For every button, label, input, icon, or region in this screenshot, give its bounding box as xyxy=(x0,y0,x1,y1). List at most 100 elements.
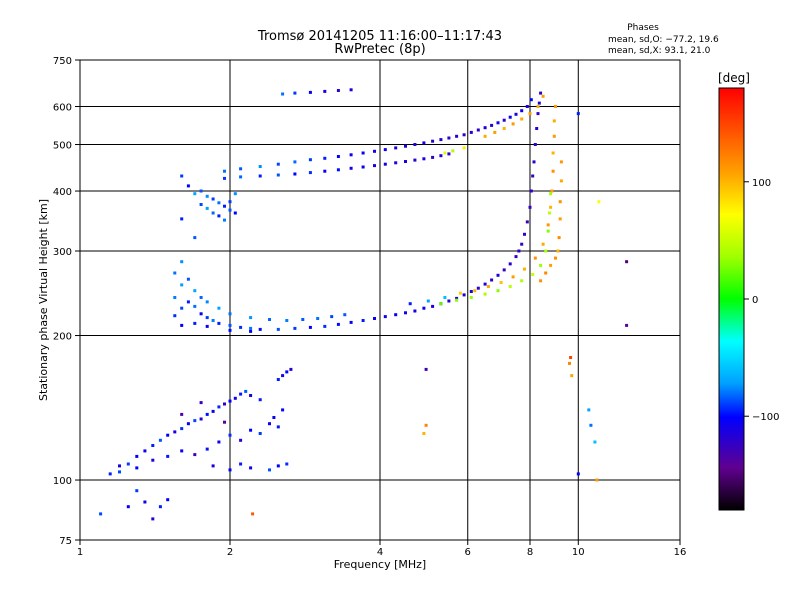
data-point xyxy=(276,162,280,166)
data-point xyxy=(559,160,563,164)
data-point xyxy=(323,324,327,328)
data-point xyxy=(258,174,262,178)
data-point xyxy=(199,189,203,193)
data-point xyxy=(281,408,285,412)
colorbar-label: [deg] xyxy=(718,71,750,85)
data-point xyxy=(249,329,253,333)
data-point xyxy=(469,130,473,134)
data-point xyxy=(502,118,506,122)
data-point xyxy=(422,157,426,161)
data-point xyxy=(223,420,226,424)
data-point xyxy=(228,323,232,327)
data-point xyxy=(205,300,209,304)
data-point xyxy=(439,154,443,158)
data-point xyxy=(336,322,340,326)
data-point xyxy=(143,449,147,453)
data-point xyxy=(496,289,500,293)
data-point xyxy=(293,160,297,164)
data-point xyxy=(223,169,226,173)
data-point xyxy=(361,319,365,322)
data-point xyxy=(394,161,398,165)
chart-title: Tromsø 20141205 11:16:00–11:17:43 xyxy=(257,29,502,44)
data-point xyxy=(476,286,480,290)
data-point xyxy=(539,263,543,267)
data-point xyxy=(597,200,601,204)
data-point xyxy=(424,423,428,427)
data-point xyxy=(514,255,518,259)
data-point xyxy=(532,160,536,164)
data-point xyxy=(529,98,533,102)
data-point xyxy=(285,462,289,466)
data-point xyxy=(536,105,540,108)
x-tick-labels: 1 2 4 6 8 10 16 xyxy=(77,547,687,558)
data-point xyxy=(199,401,203,405)
data-point xyxy=(180,174,184,178)
data-point xyxy=(143,500,147,504)
data-point xyxy=(447,299,451,303)
data-point xyxy=(323,169,327,173)
data-point xyxy=(285,370,289,374)
data-point xyxy=(336,155,340,158)
stats-heading: Phases xyxy=(627,23,659,33)
data-point xyxy=(533,256,537,260)
data-point xyxy=(336,168,340,172)
y-tick-label: 75 xyxy=(59,536,72,547)
data-point xyxy=(249,326,253,330)
colorbar-ticks: 100 0 −100 xyxy=(744,178,779,423)
data-point xyxy=(569,356,573,359)
data-point xyxy=(539,279,543,283)
data-point xyxy=(217,306,221,310)
data-point xyxy=(343,313,347,317)
data-point xyxy=(268,422,271,426)
y-tick-label: 750 xyxy=(53,56,72,67)
data-point xyxy=(228,208,232,212)
data-point xyxy=(276,464,280,468)
data-point xyxy=(336,89,340,92)
data-point xyxy=(193,289,197,293)
data-point xyxy=(469,290,473,293)
data-point xyxy=(293,172,297,176)
data-point xyxy=(186,300,190,304)
data-point xyxy=(301,318,305,321)
data-point xyxy=(413,309,417,313)
data-point xyxy=(447,136,451,140)
data-point xyxy=(217,321,221,325)
data-point xyxy=(316,317,320,320)
data-point xyxy=(514,112,518,116)
data-point xyxy=(520,242,524,246)
data-point xyxy=(99,512,103,516)
data-point xyxy=(525,220,529,224)
data-point xyxy=(223,402,226,406)
data-point xyxy=(173,314,177,318)
data-point xyxy=(529,189,533,193)
x-axis-label: Frequency [MHz] xyxy=(334,558,426,571)
data-point xyxy=(508,285,512,288)
data-point xyxy=(135,489,139,493)
data-point xyxy=(199,417,203,421)
data-point xyxy=(249,394,253,397)
data-point xyxy=(281,92,285,96)
data-point xyxy=(544,249,548,253)
data-point xyxy=(205,412,209,416)
data-point xyxy=(186,422,190,426)
data-point xyxy=(373,317,376,320)
colorbar-tick-label: 0 xyxy=(752,295,758,306)
data-points xyxy=(99,88,629,521)
data-point xyxy=(193,419,197,423)
data-point xyxy=(158,438,162,442)
data-point xyxy=(483,126,487,130)
data-point xyxy=(186,277,190,281)
data-point xyxy=(323,156,327,160)
data-point xyxy=(233,211,237,215)
data-point xyxy=(511,122,515,126)
data-point xyxy=(451,149,455,153)
data-point xyxy=(135,466,139,470)
data-point xyxy=(239,167,243,171)
data-point xyxy=(272,416,276,419)
data-point xyxy=(576,112,580,116)
stats-line-x: mean, sd,X: 93.1, 21.0 xyxy=(608,46,711,56)
data-point xyxy=(349,153,353,157)
data-point xyxy=(496,273,500,277)
data-point xyxy=(268,468,271,472)
